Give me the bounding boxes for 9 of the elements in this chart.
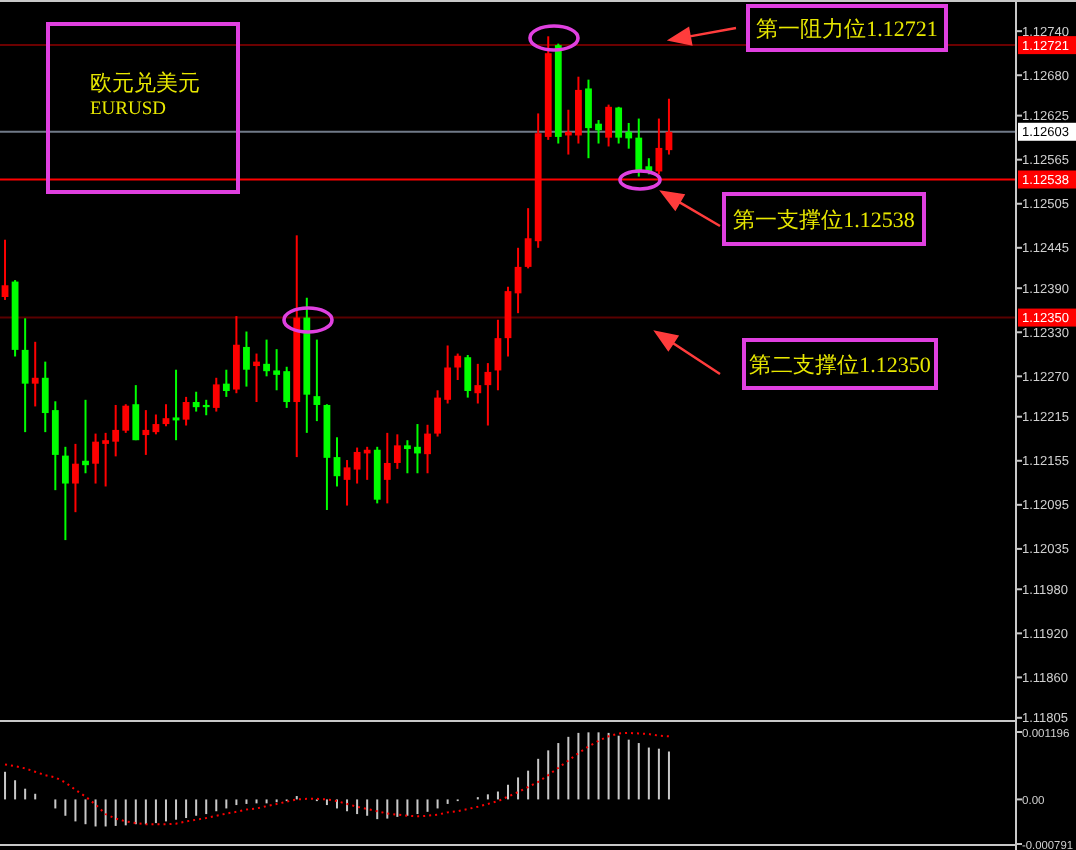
annotation: 第二支撑位1.12350: [742, 338, 938, 390]
line-series: [4, 731, 670, 826]
annotation: 第一支撑位1.12538: [722, 192, 926, 246]
annotation: 第一支撑位1.12538: [733, 207, 916, 233]
annotation: 欧元兑美元: [90, 70, 200, 96]
annotation: 第二支撑位1.12350: [749, 352, 932, 378]
annotation: 第一阻力位1.12721: [746, 4, 948, 52]
annotation: 第一阻力位1.12721: [756, 16, 938, 42]
annotation: EURUSD: [90, 100, 167, 120]
